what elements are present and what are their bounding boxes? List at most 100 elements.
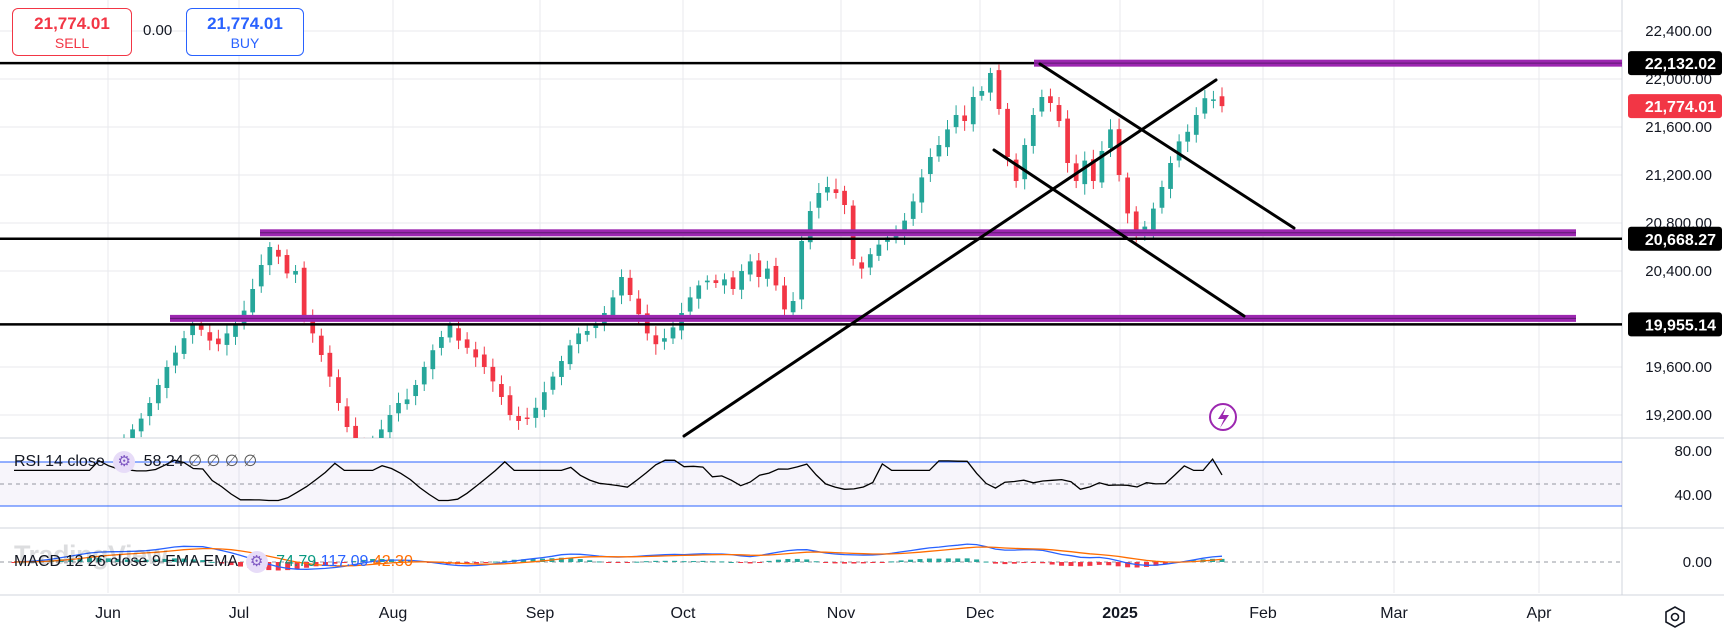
candle-body (516, 415, 521, 421)
candle-body (687, 297, 693, 312)
candle-body (704, 280, 710, 283)
candle-body (233, 325, 238, 337)
macd-histogram-bar (842, 562, 847, 564)
candle-body (464, 339, 470, 348)
macd-histogram-bar (87, 557, 92, 562)
macd-histogram-bar (1125, 562, 1131, 568)
candle-body (619, 277, 624, 296)
macd-histogram-bar (77, 558, 83, 562)
candle-body (936, 145, 942, 157)
candle-body (1176, 141, 1182, 161)
rsi-tick-label: 40.00 (1674, 487, 1712, 504)
rsi-legend[interactable]: RSI 14 close ⚙ 58.24 ∅ ∅ ∅ ∅ (14, 451, 257, 473)
macd-histogram-bar (1144, 562, 1149, 567)
macd-histogram-bar (917, 559, 923, 562)
macd-histogram-bar (209, 561, 215, 563)
buy-button[interactable]: 21,774.01 BUY (186, 8, 304, 56)
candle-body (696, 285, 702, 299)
macd-histogram-bar (898, 560, 904, 562)
candle-body (1030, 115, 1036, 146)
candle-body (499, 384, 504, 397)
macd-histogram-bar (407, 560, 413, 562)
candle-body (790, 301, 796, 313)
chart-settings-icon[interactable] (1665, 606, 1685, 628)
candle-body (490, 366, 496, 382)
tradingview-watermark: TradingView (14, 540, 168, 570)
candle-body (147, 403, 153, 417)
candle-body (327, 352, 333, 377)
time-axis-label: Feb (1249, 605, 1277, 622)
macd-histogram-bar (823, 562, 829, 563)
candle-body (507, 395, 513, 415)
rsi-line (14, 457, 1223, 502)
candle-body (378, 429, 384, 438)
macd-histogram-bar (483, 562, 489, 563)
settings-icon[interactable]: ⚙ (113, 451, 136, 473)
candle-body (224, 333, 230, 345)
macd-histogram-bar (200, 560, 206, 562)
macd-histogram-bar (96, 557, 102, 562)
macd-histogram-bar (1115, 562, 1121, 567)
candle-body (730, 277, 736, 289)
macd-histogram-bar (171, 558, 177, 562)
macd-histogram-bar (672, 560, 678, 562)
candle-body (807, 211, 813, 243)
price-tick-label: 19,200.00 (1645, 407, 1712, 424)
candle-body (1022, 145, 1028, 180)
candle-body (979, 91, 985, 96)
candle-body (962, 115, 968, 121)
candle-body (953, 115, 959, 128)
macd-histogram-bar (596, 561, 602, 563)
candle-body (404, 399, 410, 405)
candle-body (1056, 105, 1062, 121)
candle-body (867, 254, 873, 268)
candle-body (1168, 163, 1173, 189)
candle-body (1211, 99, 1216, 101)
macd-histogram-bar (709, 561, 715, 563)
macd-histogram-bar (1011, 562, 1017, 564)
macd-histogram-bar (926, 558, 932, 562)
buy-label: BUY (230, 35, 260, 51)
price-label-text: 22,132.02 (1645, 56, 1716, 73)
candle-body (816, 193, 822, 208)
candle-body (155, 385, 161, 404)
candle-body (1039, 97, 1045, 112)
macd-histogram-bar (587, 560, 593, 562)
rsi-value: 58.24 (143, 453, 184, 471)
rsi-tick-label: 80.00 (1674, 443, 1712, 460)
price-label-tag (1628, 226, 1722, 251)
candle-body (524, 417, 530, 420)
macd-histogram-bar (681, 561, 687, 563)
candle-body (1065, 118, 1070, 163)
candle-body (439, 337, 444, 348)
macd-histogram-bar (266, 562, 272, 571)
candle-body (593, 323, 599, 328)
price-tick-label: 22,000.00 (1645, 71, 1712, 88)
candle-body (1099, 151, 1105, 183)
candle-body (1151, 208, 1156, 231)
macd-legend[interactable]: MACD 12 26 close 9 EMA EMA ⚙ 74.79 117.0… (14, 551, 413, 573)
time-axis-label: Aug (379, 605, 407, 622)
rsi-extra: ∅ ∅ ∅ ∅ (188, 453, 258, 471)
time-axis-label: Dec (966, 605, 994, 622)
trendline (682, 78, 1218, 438)
candle-body (122, 439, 127, 443)
macd-histogram-bar (757, 562, 763, 563)
candle-body (1193, 115, 1199, 135)
macd-histogram-bar (813, 561, 819, 563)
macd-histogram-bar (228, 562, 234, 566)
time-axis-label: 2025 (1102, 605, 1138, 622)
candle-body (576, 333, 581, 345)
settings-icon[interactable]: ⚙ (245, 551, 268, 573)
sell-button[interactable]: 21,774.01 SELL (12, 8, 132, 56)
macd-histogram-bar (662, 560, 668, 562)
candle-body (362, 447, 367, 454)
candle-body (722, 279, 727, 286)
sell-price: 21,774.01 (34, 14, 110, 33)
candle-body (1185, 131, 1191, 142)
candle-body (1116, 129, 1122, 175)
macd-histogram-bar (464, 562, 470, 565)
macd-histogram-bar (691, 561, 696, 563)
candle-body (927, 157, 933, 175)
